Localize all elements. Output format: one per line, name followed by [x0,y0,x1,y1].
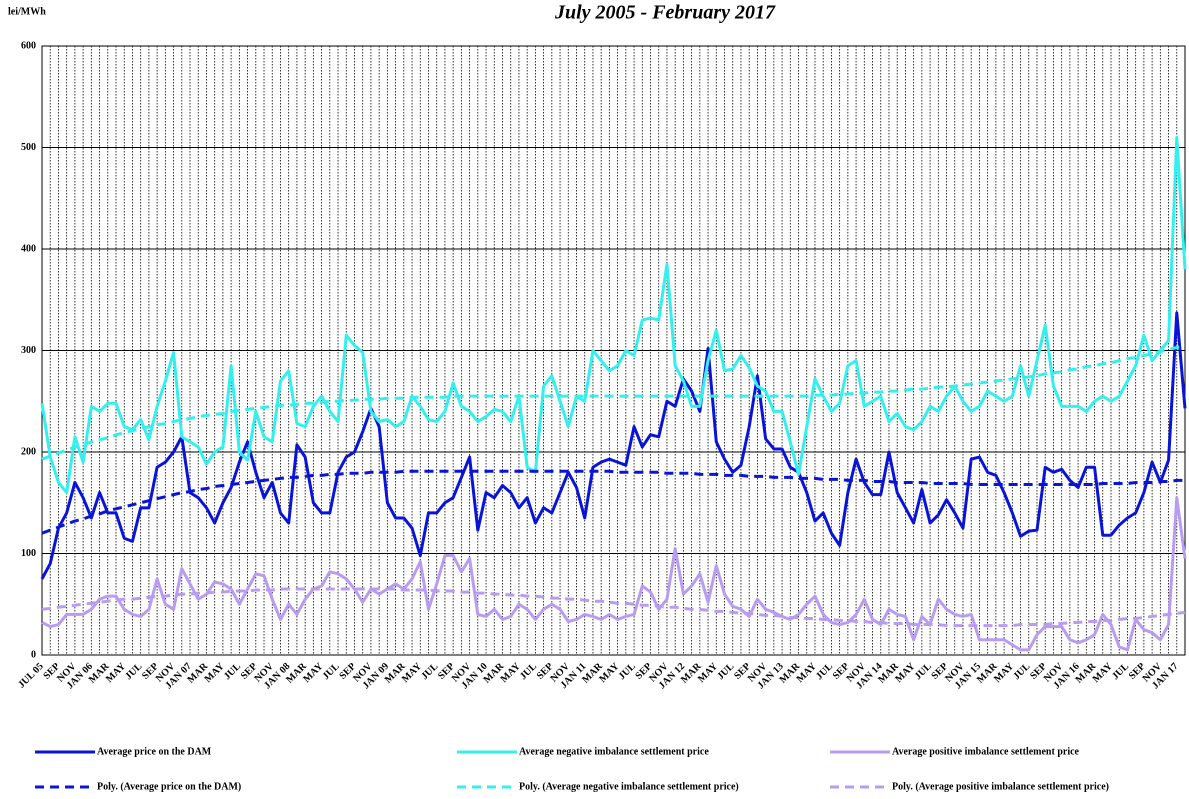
trend-line [41,469,1185,535]
legend-label: Poly. (Average positive imbalance settle… [892,781,1109,792]
y-tick-label: 0 [31,649,36,660]
series-line [40,311,1187,580]
y-tick-label: 300 [21,345,36,356]
chart-title: July 2005 - February 2017 [554,2,776,24]
legend-label: Average positive imbalance settlement pr… [892,746,1080,757]
legend-label: Poly. (Average negative imbalance settle… [519,781,739,792]
x-tick-label: JUL 05 [16,661,46,691]
trend-line [41,587,1186,628]
y-axis-label: lei/MWh [8,6,46,17]
legend-label: Average negative imbalance settlement pr… [519,746,709,757]
y-tick-label: 100 [21,548,36,559]
trend-line [41,343,1186,461]
series-line [41,496,1187,652]
legend-label: Poly. (Average price on the DAM) [97,781,241,792]
y-tick-label: 500 [21,142,36,153]
series-line [40,135,1187,495]
y-tick-label: 200 [21,446,36,457]
legend-label: Average price on the DAM [97,746,212,757]
y-tick-label: 600 [21,40,36,51]
plot-frame [41,45,1186,656]
y-tick-label: 400 [21,243,36,254]
